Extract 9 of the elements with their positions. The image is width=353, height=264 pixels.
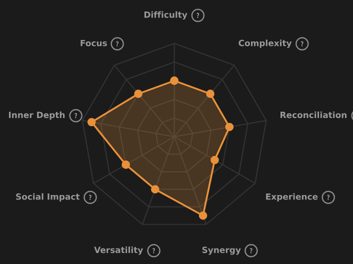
spoke-label: Experience [266, 193, 318, 202]
spoke-label: Focus [80, 40, 107, 46]
spoke-label: Social Impact [16, 193, 80, 202]
spoke-label: Difficulty [144, 11, 188, 20]
spoke-label: Reconciliation [280, 112, 346, 118]
spoke-label: Versatility [94, 246, 144, 255]
spoke-label: Synergy [202, 246, 241, 255]
spoke-label: Inner Depth [8, 112, 65, 120]
spoke-label: Complexity [238, 40, 292, 48]
